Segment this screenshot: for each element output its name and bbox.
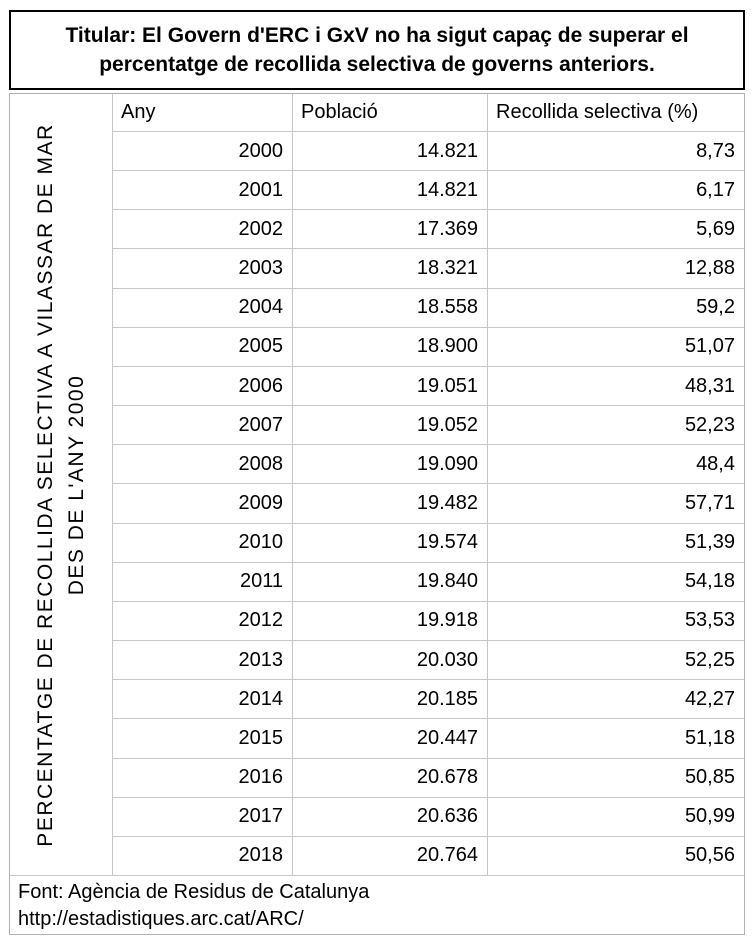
cell-poblacio: 17.369 [293, 210, 488, 249]
table-row: 2003 18.321 12,88 [113, 249, 744, 289]
cell-poblacio: 18.900 [293, 327, 488, 366]
cell-any: 2016 [113, 758, 293, 797]
cell-any: 2004 [113, 288, 293, 327]
table-row: 2000 14.821 8,73 [113, 132, 744, 172]
source-line2: http://estadistiques.arc.cat/ARC/ [18, 908, 304, 930]
table-row: 2017 20.636 50,99 [113, 797, 744, 837]
cell-poblacio: 20.185 [293, 680, 488, 719]
table-row: 2010 19.574 51,39 [113, 523, 744, 563]
cell-any: 2013 [113, 641, 293, 680]
cell-poblacio: 19.574 [293, 523, 488, 562]
cell-any: 2002 [113, 210, 293, 249]
table-title: Titular: El Govern d'ERC i GxV no ha sig… [9, 10, 745, 90]
table-row: 2001 14.821 6,17 [113, 171, 744, 211]
cell-recollida-selectiva: 48,31 [684, 374, 735, 397]
cell-recollida-selectiva: 6,17 [696, 178, 735, 201]
table-body: 2000 14.821 8,73 2001 14.821 6,17 2002 1… [113, 132, 744, 875]
cell-poblacio: 19.918 [293, 601, 488, 641]
cell-recollida-selectiva: 50,56 [684, 844, 735, 867]
cell-poblacio: 20.764 [293, 836, 488, 875]
cell-recollida-selectiva: 48,4 [696, 452, 735, 475]
cell-poblacio: 20.447 [293, 719, 488, 758]
cell-poblacio: 19.840 [293, 562, 488, 601]
table-row: 2018 20.764 50,56 [113, 836, 744, 875]
table-row: 2015 20.447 51,18 [113, 719, 744, 759]
cell-any: 2000 [113, 132, 293, 171]
table-row: 2011 19.840 54,18 [113, 562, 744, 602]
data-table: PERCENTATGE DE RECOLLIDA SELECTIVA A VIL… [9, 93, 745, 935]
cell-any: 2012 [113, 601, 293, 641]
cell-poblacio: 20.030 [293, 641, 488, 680]
table-row: 2005 18.900 51,07 [113, 327, 744, 367]
cell-any: 2003 [113, 249, 293, 288]
cell-recollida-selectiva: 50,85 [684, 766, 735, 789]
cell-recollida-selectiva: 52,23 [684, 413, 735, 436]
table-row: 2004 18.558 59,2 [113, 288, 744, 328]
cell-any: 2006 [113, 366, 293, 406]
cell-any: 2011 [113, 562, 293, 601]
table-row: 2009 19.482 57,71 [113, 484, 744, 524]
cell-poblacio: 19.052 [293, 406, 488, 445]
row-axis-label-line1: PERCENTATGE DE RECOLLIDA SELECTIVA A VIL… [34, 122, 57, 847]
cell-recollida-selectiva: 42,27 [684, 687, 735, 710]
cell-recollida-selectiva: 54,18 [684, 570, 735, 593]
cell-poblacio: 19.051 [293, 366, 488, 406]
cell-recollida-selectiva: 57,71 [684, 491, 735, 514]
cell-any: 2018 [113, 836, 293, 875]
cell-poblacio: 14.821 [293, 132, 488, 171]
cell-recollida-selectiva: 51,07 [684, 335, 735, 358]
table-row: 2008 19.090 48,4 [113, 445, 744, 485]
column-header-poblacio: Població [293, 94, 488, 131]
cell-any: 2017 [113, 797, 293, 836]
table-row: 2002 17.369 5,69 [113, 210, 744, 250]
cell-poblacio: 20.678 [293, 758, 488, 797]
cell-recollida-selectiva: 8,73 [696, 139, 735, 162]
row-axis-label-line2: DES DE L'ANY 2000 [65, 374, 88, 595]
table-row: 2007 19.052 52,23 [113, 406, 744, 446]
cell-recollida-selectiva: 59,2 [696, 296, 735, 319]
column-header-recollida-selectiva: Recollida selectiva (%) [496, 101, 699, 123]
table-main: Any Població Recollida selectiva (%) 200… [113, 94, 744, 875]
table-row: 2006 19.051 48,31 [113, 366, 744, 407]
table-row: 2014 20.185 42,27 [113, 680, 744, 720]
cell-poblacio: 20.636 [293, 797, 488, 836]
cell-any: 2001 [113, 171, 293, 210]
source-note: Font: Agència de Residus de Catalunya ht… [10, 875, 744, 934]
table-row: 2016 20.678 50,85 [113, 758, 744, 798]
cell-recollida-selectiva: 53,53 [684, 609, 735, 632]
cell-any: 2010 [113, 523, 293, 562]
cell-recollida-selectiva: 50,99 [684, 805, 735, 828]
cell-any: 2007 [113, 406, 293, 445]
cell-any: 2008 [113, 445, 293, 484]
cell-recollida-selectiva: 51,39 [684, 531, 735, 554]
cell-recollida-selectiva: 12,88 [684, 257, 735, 280]
cell-poblacio: 18.558 [293, 288, 488, 327]
source-line1: Font: Agència de Residus de Catalunya [18, 881, 370, 903]
table-row: 2012 19.918 53,53 [113, 601, 744, 642]
cell-poblacio: 19.482 [293, 484, 488, 523]
cell-recollida-selectiva: 5,69 [696, 217, 735, 240]
cell-any: 2015 [113, 719, 293, 758]
table-row: 2013 20.030 52,25 [113, 641, 744, 681]
cell-recollida-selectiva: 51,18 [684, 726, 735, 749]
cell-poblacio: 14.821 [293, 171, 488, 210]
column-header-any: Any [113, 94, 293, 131]
row-axis-label-text: PERCENTATGE DE RECOLLIDA SELECTIVA A VIL… [30, 123, 92, 846]
cell-poblacio: 18.321 [293, 249, 488, 288]
cell-poblacio: 19.090 [293, 445, 488, 484]
row-axis-label: PERCENTATGE DE RECOLLIDA SELECTIVA A VIL… [10, 94, 113, 875]
table-header-row: Any Població Recollida selectiva (%) [113, 94, 744, 132]
cell-any: 2009 [113, 484, 293, 523]
cell-any: 2005 [113, 327, 293, 366]
cell-any: 2014 [113, 680, 293, 719]
cell-recollida-selectiva: 52,25 [684, 648, 735, 671]
